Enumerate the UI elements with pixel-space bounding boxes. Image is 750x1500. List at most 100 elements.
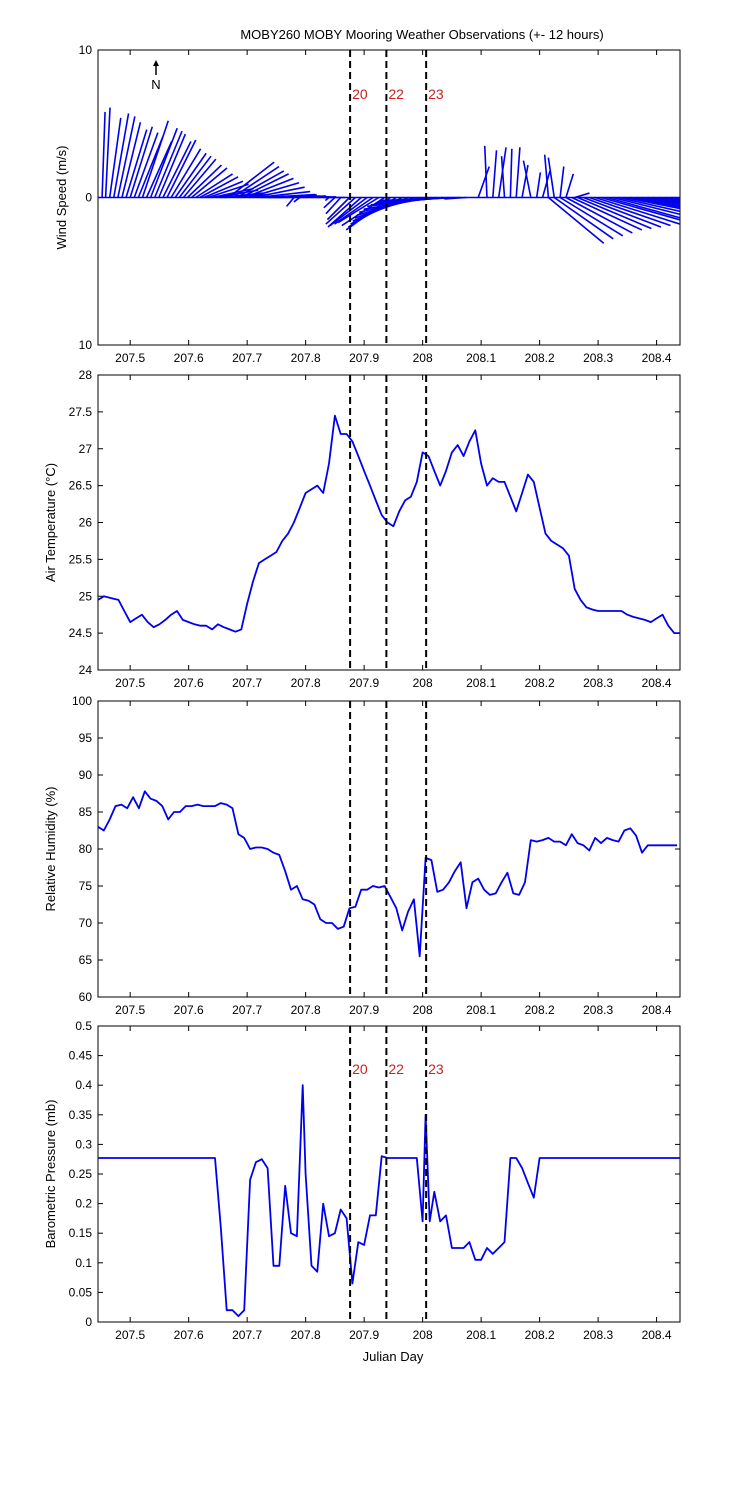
air-x-tick-label: 207.7 <box>232 676 262 690</box>
wind-x-tick-label: 207.5 <box>115 351 145 365</box>
event-label-20: 20 <box>352 86 368 102</box>
wind-vector <box>199 176 239 199</box>
event-label-23: 23 <box>428 86 444 102</box>
wind-vector <box>665 196 680 201</box>
bp-y-tick-label: 0.1 <box>75 1256 92 1270</box>
wind-vector <box>559 196 624 237</box>
bp-x-tick-label: 208.3 <box>583 1328 613 1342</box>
air-y-tick-label: 27 <box>79 442 93 456</box>
wind-vector <box>166 139 197 198</box>
bp-y-tick-label: 0.05 <box>69 1285 93 1299</box>
wind-vector <box>195 173 233 199</box>
air-x-tick-label: 208.2 <box>525 676 555 690</box>
rh-y-tick-label: 85 <box>79 805 93 819</box>
wind-vector <box>170 148 202 198</box>
air-y-tick-label: 27.5 <box>69 405 93 419</box>
wind-vector <box>252 186 305 199</box>
wind-vector <box>153 130 183 198</box>
air-x-tick-label: 207.5 <box>115 676 145 690</box>
rh-x-tick-label: 207.8 <box>291 1003 321 1017</box>
bp-x-tick-label: 207.7 <box>232 1328 262 1342</box>
air-x-tick-label: 208.4 <box>642 676 672 690</box>
air-panel: 207.5 207.6 207.7 207.8 207.9 208 208.1 208.2 20… <box>43 368 681 690</box>
air-y-tick-label: 25.5 <box>69 552 93 566</box>
wind-vector <box>522 160 532 198</box>
wind-vector <box>186 164 222 199</box>
rh-x-tick-label: 207.6 <box>174 1003 204 1017</box>
wind-vector <box>227 161 275 199</box>
wind-vector <box>285 196 295 207</box>
wind-vector <box>547 157 556 198</box>
wind-vector <box>559 166 565 198</box>
air-x-tick-label: 208 <box>413 676 433 690</box>
wind-x-tick-label: 208.4 <box>642 351 672 365</box>
wind-vector <box>483 145 488 198</box>
wind-x-tick-label: 207.9 <box>349 351 379 365</box>
wind-vector <box>203 180 244 199</box>
wind-vector <box>618 196 680 213</box>
wind-vector <box>211 187 254 199</box>
figure-title: MOBY260 MOBY Mooring Weather Observation… <box>240 27 603 42</box>
air-plot-area <box>98 414 680 634</box>
bp-x-tick-label: 208.1 <box>466 1328 496 1342</box>
wind-vector <box>492 150 498 198</box>
wind-vector <box>129 126 154 198</box>
wind-panel: 207.5 207.6 207.7 207.8 207.9 208 208.1 208.2 20… <box>54 43 681 365</box>
wind-vector <box>248 181 300 199</box>
rh-y-tick-label: 80 <box>79 842 93 856</box>
wind-vector <box>589 196 671 227</box>
rh-x-tick-label: 208.3 <box>583 1003 613 1017</box>
wind-vector <box>444 196 467 200</box>
wind-x-tick-label: 207.8 <box>291 351 321 365</box>
bp-y-tick-label: 0 <box>85 1315 92 1329</box>
rh-y-tick-label: 90 <box>79 768 93 782</box>
rh-plot-area <box>98 790 678 958</box>
air-y-tick-label: 25 <box>79 589 93 603</box>
wind-vector <box>145 141 173 198</box>
wind-vector <box>337 196 380 224</box>
bp-y-tick-label: 0.35 <box>69 1108 93 1122</box>
wind-vector <box>565 196 633 234</box>
wind-vector <box>113 113 130 198</box>
wind-plot-area <box>98 107 680 244</box>
wind-vector <box>630 196 680 208</box>
bp-x-tick-label: 208.4 <box>642 1328 672 1342</box>
bp-panel: 207.5 207.6 207.7 207.8 207.9 208 208.1 208.2 20… <box>43 1019 681 1342</box>
wind-vector <box>571 196 643 231</box>
wind-vector <box>624 196 680 210</box>
wind-vector <box>635 196 680 207</box>
wind-vector <box>325 196 342 215</box>
wind-y-tick-label: 10 <box>79 338 93 352</box>
wind-vector <box>236 170 285 199</box>
event-label-22: 22 <box>388 86 404 102</box>
rh-y-tick-label: 75 <box>79 879 93 893</box>
rh-y-tick-label: 70 <box>79 916 93 930</box>
air-y-tick-label: 26.5 <box>69 479 93 493</box>
event-label-20: 20 <box>352 1061 368 1077</box>
air-x-tick-label: 207.8 <box>291 676 321 690</box>
bp-series-line <box>98 1084 680 1317</box>
rh-y-tick-label: 95 <box>79 731 93 745</box>
bp-x-tick-label: 207.5 <box>115 1328 145 1342</box>
bp-x-tick-label: 207.8 <box>291 1328 321 1342</box>
wind-vector <box>149 127 178 198</box>
wind-vector <box>182 158 217 199</box>
rh-y-tick-label: 100 <box>72 694 92 708</box>
wind-vector <box>121 122 142 198</box>
wind-vector <box>133 132 159 198</box>
wind-vector <box>541 170 551 198</box>
north-arrowhead-icon <box>153 60 159 66</box>
wind-vector <box>104 107 111 198</box>
wind-vector <box>325 196 356 225</box>
wind-x-tick-label: 208.3 <box>583 351 613 365</box>
rh-x-tick-label: 207.7 <box>232 1003 262 1017</box>
wind-vector <box>509 148 513 198</box>
bp-y-tick-label: 0.25 <box>69 1167 93 1181</box>
bp-y-tick-label: 0.3 <box>75 1137 92 1151</box>
wind-vector <box>101 111 106 198</box>
wind-vector <box>594 196 680 225</box>
wind-vector <box>577 196 652 230</box>
wind-vector <box>641 196 680 205</box>
wind-vector <box>178 155 212 198</box>
bp-x-tick-label: 207.9 <box>349 1328 379 1342</box>
